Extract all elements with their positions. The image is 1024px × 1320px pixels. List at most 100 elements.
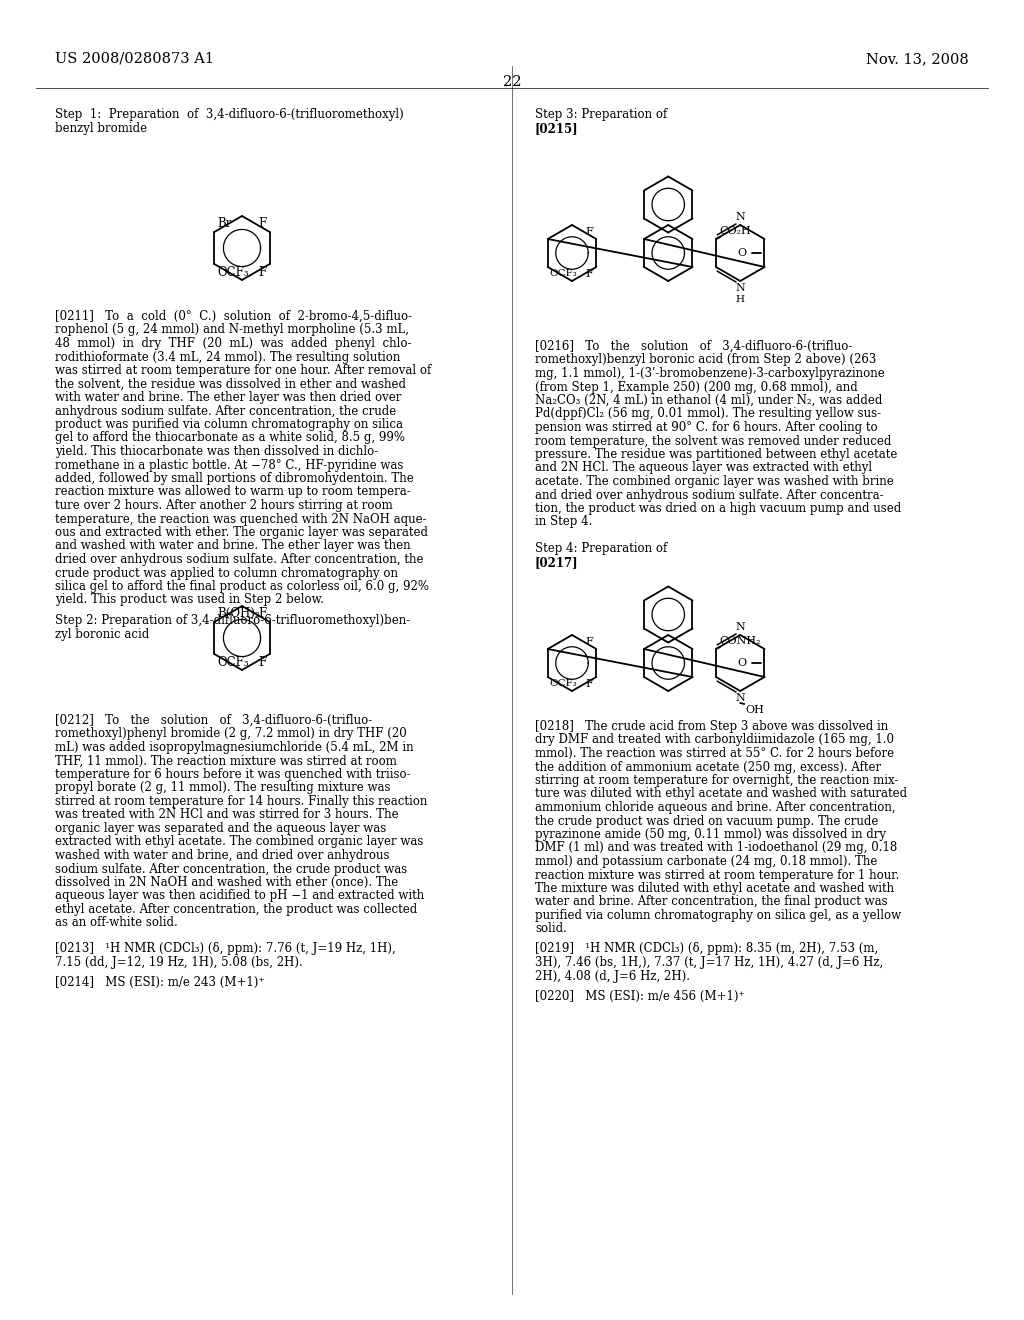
Text: [0213]   ¹H NMR (CDCl₃) (δ, ppm): 7.76 (t, J=19 Hz, 1H),: [0213] ¹H NMR (CDCl₃) (δ, ppm): 7.76 (t,… <box>55 942 395 954</box>
Text: benzyl bromide: benzyl bromide <box>55 121 147 135</box>
Text: [0220]   MS (ESI): m/e 456 (M+1)⁺: [0220] MS (ESI): m/e 456 (M+1)⁺ <box>535 990 744 1003</box>
Text: Step 2: Preparation of 3,4-difluoro-6-trifluoromethoxyl)ben-: Step 2: Preparation of 3,4-difluoro-6-tr… <box>55 614 411 627</box>
Text: dry DMF and treated with carbonyldiimidazole (165 mg, 1.0: dry DMF and treated with carbonyldiimida… <box>535 734 894 747</box>
Text: DMF (1 ml) and was treated with 1-iodoethanol (29 mg, 0.18: DMF (1 ml) and was treated with 1-iodoet… <box>535 842 897 854</box>
Text: was stirred at room temperature for one hour. After removal of: was stirred at room temperature for one … <box>55 364 431 378</box>
Text: 48  mmol)  in  dry  THF  (20  mL)  was  added  phenyl  chlo-: 48 mmol) in dry THF (20 mL) was added ph… <box>55 337 412 350</box>
Text: [0219]   ¹H NMR (CDCl₃) (δ, ppm): 8.35 (m, 2H), 7.53 (m,: [0219] ¹H NMR (CDCl₃) (δ, ppm): 8.35 (m,… <box>535 942 879 954</box>
Text: tion, the product was dried on a high vacuum pump and used: tion, the product was dried on a high va… <box>535 502 901 515</box>
Text: US 2008/0280873 A1: US 2008/0280873 A1 <box>55 51 214 66</box>
Text: H: H <box>736 294 744 304</box>
Text: CONH₂: CONH₂ <box>719 636 761 645</box>
Text: mmol) and potassium carbonate (24 mg, 0.18 mmol). The: mmol) and potassium carbonate (24 mg, 0.… <box>535 855 878 869</box>
Text: F: F <box>258 216 266 230</box>
Text: propyl borate (2 g, 11 mmol). The resulting mixture was: propyl borate (2 g, 11 mmol). The result… <box>55 781 390 795</box>
Text: washed with water and brine, and dried over anhydrous: washed with water and brine, and dried o… <box>55 849 389 862</box>
Text: F: F <box>258 607 266 620</box>
Text: mmol). The reaction was stirred at 55° C. for 2 hours before: mmol). The reaction was stirred at 55° C… <box>535 747 894 760</box>
Text: solid.: solid. <box>535 923 567 936</box>
Text: stirring at room temperature for overnight, the reaction mix-: stirring at room temperature for overnig… <box>535 774 898 787</box>
Text: anhydrous sodium sulfate. After concentration, the crude: anhydrous sodium sulfate. After concentr… <box>55 404 396 417</box>
Text: pension was stirred at 90° C. for 6 hours. After cooling to: pension was stirred at 90° C. for 6 hour… <box>535 421 878 434</box>
Text: temperature, the reaction was quenched with 2N NaOH aque-: temperature, the reaction was quenched w… <box>55 512 427 525</box>
Text: The mixture was diluted with ethyl acetate and washed with: The mixture was diluted with ethyl aceta… <box>535 882 894 895</box>
Text: the addition of ammonium acetate (250 mg, excess). After: the addition of ammonium acetate (250 mg… <box>535 760 881 774</box>
Text: acetate. The combined organic layer was washed with brine: acetate. The combined organic layer was … <box>535 475 894 488</box>
Text: [0218]   The crude acid from Step 3 above was dissolved in: [0218] The crude acid from Step 3 above … <box>535 719 888 733</box>
Text: dissolved in 2N NaOH and washed with ether (once). The: dissolved in 2N NaOH and washed with eth… <box>55 876 398 888</box>
Text: reaction mixture was allowed to warm up to room tempera-: reaction mixture was allowed to warm up … <box>55 486 411 499</box>
Text: 3H), 7.46 (bs, 1H,), 7.37 (t, J=17 Hz, 1H), 4.27 (d, J=6 Hz,: 3H), 7.46 (bs, 1H,), 7.37 (t, J=17 Hz, 1… <box>535 956 884 969</box>
Text: water and brine. After concentration, the final product was: water and brine. After concentration, th… <box>535 895 888 908</box>
Text: added, followed by small portions of dibromohydentoin. The: added, followed by small portions of dib… <box>55 473 414 484</box>
Text: 22: 22 <box>503 75 521 88</box>
Text: the solvent, the residue was dissolved in ether and washed: the solvent, the residue was dissolved i… <box>55 378 406 391</box>
Text: yield. This thiocarbonate was then dissolved in dichlo-: yield. This thiocarbonate was then disso… <box>55 445 378 458</box>
Text: and 2N HCl. The aqueous layer was extracted with ethyl: and 2N HCl. The aqueous layer was extrac… <box>535 462 872 474</box>
Text: ous and extracted with ether. The organic layer was separated: ous and extracted with ether. The organi… <box>55 525 428 539</box>
Text: organic layer was separated and the aqueous layer was: organic layer was separated and the aque… <box>55 822 386 836</box>
Text: and washed with water and brine. The ether layer was then: and washed with water and brine. The eth… <box>55 540 411 553</box>
Text: the crude product was dried on vacuum pump. The crude: the crude product was dried on vacuum pu… <box>535 814 879 828</box>
Text: ture was diluted with ethyl acetate and washed with saturated: ture was diluted with ethyl acetate and … <box>535 788 907 800</box>
Text: F: F <box>586 678 593 689</box>
Text: F: F <box>586 227 593 238</box>
Text: 2H), 4.08 (d, J=6 Hz, 2H).: 2H), 4.08 (d, J=6 Hz, 2H). <box>535 970 690 983</box>
Text: ammonium chloride aqueous and brine. After concentration,: ammonium chloride aqueous and brine. Aft… <box>535 801 896 814</box>
Text: mg, 1.1 mmol), 1-(3ʹ-bromobenzene)-3-carboxylpyrazinone: mg, 1.1 mmol), 1-(3ʹ-bromobenzene)-3-car… <box>535 367 885 380</box>
Text: O: O <box>737 657 746 668</box>
Text: romethane in a plastic bottle. At −78° C., HF-pyridine was: romethane in a plastic bottle. At −78° C… <box>55 458 403 471</box>
Text: O: O <box>737 248 746 257</box>
Text: [0211]   To  a  cold  (0°  C.)  solution  of  2-bromo-4,5-difluo-: [0211] To a cold (0° C.) solution of 2-b… <box>55 310 412 323</box>
Text: [0217]: [0217] <box>535 556 579 569</box>
Text: reaction mixture was stirred at room temperature for 1 hour.: reaction mixture was stirred at room tem… <box>535 869 899 882</box>
Text: F: F <box>586 269 593 279</box>
Text: OCF₃: OCF₃ <box>217 267 249 279</box>
Text: Step 3: Preparation of: Step 3: Preparation of <box>535 108 668 121</box>
Text: F: F <box>258 267 266 279</box>
Text: product was purified via column chromatography on silica: product was purified via column chromato… <box>55 418 403 432</box>
Text: as an off-white solid.: as an off-white solid. <box>55 916 178 929</box>
Text: N: N <box>735 693 745 704</box>
Text: silica gel to afford the final product as colorless oil, 6.0 g, 92%: silica gel to afford the final product a… <box>55 579 429 593</box>
Text: ture over 2 hours. After another 2 hours stirring at room: ture over 2 hours. After another 2 hours… <box>55 499 393 512</box>
Text: mL) was added isopropylmagnesiumchloride (5.4 mL, 2M in: mL) was added isopropylmagnesiumchloride… <box>55 741 414 754</box>
Text: crude product was applied to column chromatography on: crude product was applied to column chro… <box>55 566 398 579</box>
Text: CO₂H: CO₂H <box>719 226 751 236</box>
Text: was treated with 2N HCl and was stirred for 3 hours. The: was treated with 2N HCl and was stirred … <box>55 808 398 821</box>
Text: OCF₃: OCF₃ <box>550 678 578 688</box>
Text: N: N <box>735 282 745 293</box>
Text: stirred at room temperature for 14 hours. Finally this reaction: stirred at room temperature for 14 hours… <box>55 795 427 808</box>
Text: yield. This product was used in Step 2 below.: yield. This product was used in Step 2 b… <box>55 594 324 606</box>
Text: N: N <box>735 622 745 632</box>
Text: aqueous layer was then acidified to pH −1 and extracted with: aqueous layer was then acidified to pH −… <box>55 890 424 903</box>
Text: F: F <box>586 638 593 647</box>
Text: B(OH)₂: B(OH)₂ <box>217 607 260 620</box>
Text: Br: Br <box>217 216 231 230</box>
Text: OCF₃: OCF₃ <box>217 656 249 669</box>
Text: [0214]   MS (ESI): m/e 243 (M+1)⁺: [0214] MS (ESI): m/e 243 (M+1)⁺ <box>55 975 264 989</box>
Text: N: N <box>735 213 745 222</box>
Text: temperature for 6 hours before it was quenched with triiso-: temperature for 6 hours before it was qu… <box>55 768 411 781</box>
Text: [0215]: [0215] <box>535 121 579 135</box>
Text: pressure. The residue was partitioned between ethyl acetate: pressure. The residue was partitioned be… <box>535 447 897 461</box>
Text: Na₂CO₃ (2N, 4 mL) in ethanol (4 ml), under N₂, was added: Na₂CO₃ (2N, 4 mL) in ethanol (4 ml), und… <box>535 393 883 407</box>
Text: room temperature, the solvent was removed under reduced: room temperature, the solvent was remove… <box>535 434 891 447</box>
Text: [0216]   To   the   solution   of   3,4-difluoro-6-(trifluo-: [0216] To the solution of 3,4-difluoro-6… <box>535 341 852 352</box>
Text: Step  1:  Preparation  of  3,4-difluoro-6-(trifluoromethoxyl): Step 1: Preparation of 3,4-difluoro-6-(t… <box>55 108 403 121</box>
Text: Step 4: Preparation of: Step 4: Preparation of <box>535 543 668 554</box>
Text: with water and brine. The ether layer was then dried over: with water and brine. The ether layer wa… <box>55 391 401 404</box>
Text: sodium sulfate. After concentration, the crude product was: sodium sulfate. After concentration, the… <box>55 862 408 875</box>
Text: gel to afford the thiocarbonate as a white solid, 8.5 g, 99%: gel to afford the thiocarbonate as a whi… <box>55 432 406 445</box>
Text: extracted with ethyl acetate. The combined organic layer was: extracted with ethyl acetate. The combin… <box>55 836 423 849</box>
Text: THF, 11 mmol). The reaction mixture was stirred at room: THF, 11 mmol). The reaction mixture was … <box>55 755 397 767</box>
Text: F: F <box>258 656 266 669</box>
Text: in Step 4.: in Step 4. <box>535 516 592 528</box>
Text: OH: OH <box>745 705 764 715</box>
Text: rodithioformate (3.4 mL, 24 mmol). The resulting solution: rodithioformate (3.4 mL, 24 mmol). The r… <box>55 351 400 363</box>
Text: purified via column chromatography on silica gel, as a yellow: purified via column chromatography on si… <box>535 909 901 921</box>
Text: Nov. 13, 2008: Nov. 13, 2008 <box>866 51 969 66</box>
Text: Pd(dppf)Cl₂ (56 mg, 0.01 mmol). The resulting yellow sus-: Pd(dppf)Cl₂ (56 mg, 0.01 mmol). The resu… <box>535 408 881 421</box>
Text: rophenol (5 g, 24 mmol) and N-methyl morpholine (5.3 mL,: rophenol (5 g, 24 mmol) and N-methyl mor… <box>55 323 409 337</box>
Text: [0212]   To   the   solution   of   3,4-difluoro-6-(trifluo-: [0212] To the solution of 3,4-difluoro-6… <box>55 714 373 727</box>
